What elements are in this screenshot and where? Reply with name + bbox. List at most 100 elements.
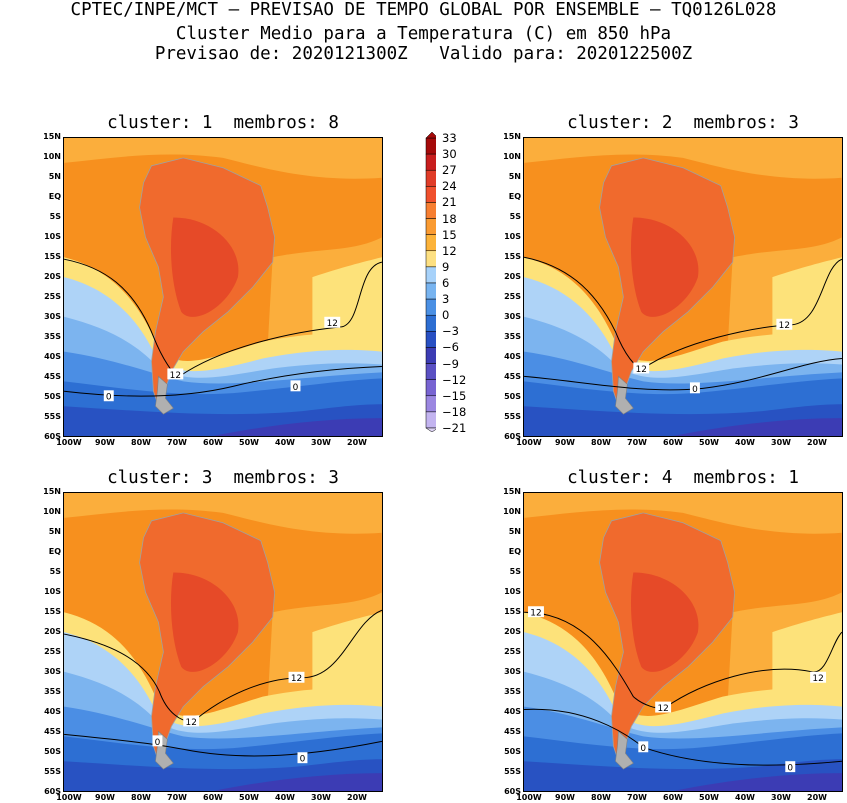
colorbar-label: 24	[442, 179, 457, 194]
contour-label-box	[288, 671, 305, 683]
panel-2-ytick: 45S	[504, 372, 521, 381]
contour-0	[524, 358, 842, 391]
panel-1-ytick: 5S	[49, 212, 61, 221]
contour-label: 12	[636, 365, 647, 375]
panel-4-xtick: 20W	[807, 793, 827, 802]
contour-label-box	[689, 382, 700, 394]
colorbar-label: 15	[442, 227, 457, 242]
panel-4-xtick: 100W	[516, 793, 542, 802]
panel-4-xtick: 80W	[591, 793, 611, 802]
coastline	[599, 157, 736, 408]
panel-1-xtick: 30W	[311, 438, 331, 447]
panel-3-ytick: EQ	[48, 547, 61, 556]
band-minus6	[213, 773, 382, 791]
panel-4-xtick: 90W	[555, 793, 575, 802]
colorbar	[425, 132, 436, 432]
patagonia-coast	[615, 375, 634, 415]
panel-1-ytick: EQ	[48, 192, 61, 201]
panel-4-ytick: 15N	[503, 487, 521, 496]
panel-2-ytick: EQ	[508, 192, 521, 201]
panel-1-xtick: 70W	[167, 438, 187, 447]
panel-2-xtick: 20W	[807, 438, 827, 447]
panel-1-ytick: 5N	[48, 172, 61, 181]
panel-4-ytick: 20S	[504, 627, 521, 636]
land-hot	[630, 217, 699, 317]
panel-2-ytick: 15S	[504, 252, 521, 261]
panel-1-map: 12 12 0 0	[63, 137, 383, 437]
panel-2-xtick: 40W	[735, 438, 755, 447]
panel-1-ytick: 40S	[44, 352, 61, 361]
temperature-field: 12 12 0 0	[64, 493, 382, 791]
panel-3-ytick: 15N	[43, 487, 61, 496]
contour-label-box	[290, 380, 301, 392]
band-15-north	[524, 138, 842, 179]
contour-label-box	[528, 606, 544, 618]
colorbar-segment	[425, 169, 436, 187]
colorbar-label: −15	[442, 388, 467, 403]
panel-1-xtick: 60W	[203, 438, 223, 447]
colorbar-label: −21	[442, 421, 467, 435]
panel-1-xtick: 100W	[56, 438, 82, 447]
colorbar-segment	[425, 218, 436, 235]
colorbar-label: −18	[442, 404, 467, 419]
contour-label: 0	[640, 744, 646, 754]
band-15-north	[64, 138, 382, 179]
contour-label-box	[183, 715, 200, 727]
colorbar-segment	[425, 137, 436, 155]
panel-3-ytick: 40S	[44, 707, 61, 716]
colorbar-segment	[425, 298, 436, 316]
panel-1-xtick: 90W	[95, 438, 115, 447]
panel-2-ytick: 55S	[504, 412, 521, 421]
panel-4-ytick: 45S	[504, 727, 521, 736]
contour-label-box	[655, 701, 672, 713]
panel-3-ytick: 50S	[44, 747, 61, 756]
panel-4-ytick: 55S	[504, 767, 521, 776]
colorbar-segment	[425, 331, 436, 348]
panel-4-xtick: 60W	[663, 793, 683, 802]
panel-1-title: cluster: 1 membros: 8	[107, 113, 339, 133]
panel-2-ytick: 5N	[508, 172, 521, 181]
land-hot	[630, 572, 699, 672]
panel-2-xtick: 70W	[627, 438, 647, 447]
contour-label-box	[167, 368, 184, 380]
panel-2-ytick: 10N	[503, 152, 521, 161]
panel-2-ytick: 40S	[504, 352, 521, 361]
figure-subtitle: Cluster Medio para a Temperatura (C) em …	[175, 24, 672, 44]
land-hot	[170, 217, 239, 317]
colorbar-segment	[425, 314, 436, 332]
panel-2-xtick: 60W	[663, 438, 683, 447]
panel-3-xtick: 90W	[95, 793, 115, 802]
panel-2-ytick: 50S	[504, 392, 521, 401]
contour-label: 12	[170, 371, 181, 381]
colorbar-segment	[425, 266, 436, 284]
panel-3-ytick: 35S	[44, 687, 61, 696]
panel-1-ytick: 30S	[44, 312, 61, 321]
band-minus6	[673, 418, 842, 436]
panel-3-ytick: 15S	[44, 607, 61, 616]
colorbar-segment	[425, 153, 436, 171]
panel-1-ytick: 15N	[43, 132, 61, 141]
panel-2-title: cluster: 2 membros: 3	[567, 113, 799, 133]
panel-2-ytick: 30S	[504, 312, 521, 321]
colorbar-segment	[425, 250, 436, 268]
panel-1-ytick: 35S	[44, 332, 61, 341]
contour-label: 12	[291, 674, 302, 684]
panel-3-xtick: 40W	[275, 793, 295, 802]
contour-label: 12	[657, 704, 668, 714]
contour-label-box	[810, 671, 827, 683]
panel-3-ytick: 10S	[44, 587, 61, 596]
panel-1-xtick: 40W	[275, 438, 295, 447]
colorbar-label: 9	[442, 259, 450, 274]
panel-2-ytick: 10S	[504, 232, 521, 241]
panel-4-ytick: 10S	[504, 587, 521, 596]
panel-3-ytick: 45S	[44, 727, 61, 736]
colorbar-label: −9	[442, 356, 459, 371]
colorbar-label: 12	[442, 243, 457, 258]
panel-1-ytick: 10N	[43, 152, 61, 161]
panel-4-ytick: 5S	[509, 567, 521, 576]
panel-3-xtick: 20W	[347, 793, 367, 802]
panel-1-ytick: 60S	[44, 432, 61, 441]
panel-3-ytick: 5S	[49, 567, 61, 576]
contour-12-west	[524, 256, 642, 369]
